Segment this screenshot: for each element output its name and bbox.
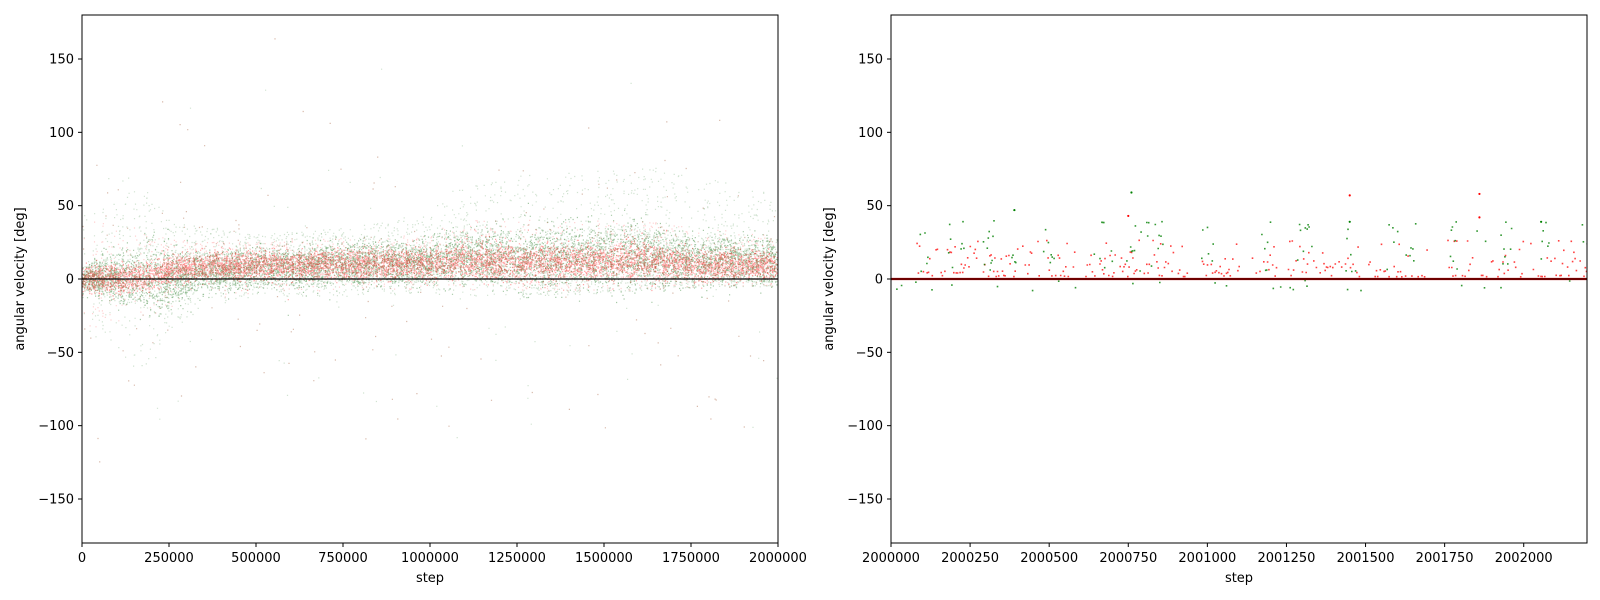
chart-0-y-tick-label-5: 100 bbox=[49, 126, 74, 141]
left-chart: 0 250000 500000 750000 1000000 1250000 1500000… bbox=[13, 14, 807, 586]
chart-0-x-tick-label-2: 500000 bbox=[231, 551, 281, 566]
chart-1-outlier-1-2 bbox=[1348, 220, 1351, 223]
chart-1-y-tick-label-2: −50 bbox=[856, 346, 883, 361]
chart-1-series-1 bbox=[916, 239, 1587, 278]
chart-1-series-1-points bbox=[916, 239, 1587, 278]
chart-1-y-tick-label-0: −150 bbox=[847, 493, 883, 508]
chart-1-x-tick-label-4: 2001000 bbox=[1178, 551, 1236, 566]
right-chart: 2000000 2000250 2000500 2000750 2001000 20012… bbox=[822, 14, 1588, 586]
chart-1-series-0 bbox=[896, 220, 1587, 292]
chart-0-series-0-core-points bbox=[82, 202, 778, 321]
chart-1-outlier-1-3 bbox=[1540, 220, 1543, 223]
chart-1-y-tick-label-3: 0 bbox=[875, 273, 883, 288]
chart-0-y-tick-label-0: −150 bbox=[38, 493, 74, 508]
chart-0-y-tick-label-2: −50 bbox=[47, 346, 74, 361]
chart-1-outlier-1-0 bbox=[1130, 191, 1133, 194]
chart-1-y-tick-label-5: 100 bbox=[858, 126, 883, 141]
chart-0-x-tick-label-7: 1750000 bbox=[662, 551, 720, 566]
chart-1-series-0-points bbox=[896, 220, 1587, 292]
chart-0-series-1 bbox=[82, 38, 778, 463]
chart-0-x-tick-label-0: 0 bbox=[78, 551, 86, 566]
chart-0-y-tick-label-6: 150 bbox=[49, 53, 74, 68]
chart-0-y-tick-label-4: 50 bbox=[57, 199, 74, 214]
chart-0-y-axis-label: angular velocity [deg] bbox=[13, 207, 28, 350]
chart-1-y-tick-label-6: 150 bbox=[858, 53, 883, 68]
chart-0-series-0 bbox=[82, 38, 778, 463]
chart-0-x-tick-label-1: 250000 bbox=[144, 551, 194, 566]
chart-1-marks bbox=[891, 191, 1587, 292]
chart-0-series-1-points bbox=[82, 38, 778, 463]
chart-1-y-axis-label: angular velocity [deg] bbox=[822, 207, 837, 350]
chart-1-y-tick-label-1: −100 bbox=[847, 419, 883, 434]
chart-1-x-tick-label-0: 2000000 bbox=[862, 551, 920, 566]
chart-1-outlier-0-1 bbox=[1478, 192, 1481, 196]
chart-1-x-axis-label: step bbox=[1225, 571, 1253, 586]
chart-1-x-tick-label-3: 2000750 bbox=[1099, 551, 1157, 566]
chart-0-x-tick-label-5: 1250000 bbox=[488, 551, 546, 566]
chart-0-x-axis-label: step bbox=[416, 571, 444, 586]
chart-0-x-tick-label-3: 750000 bbox=[318, 551, 368, 566]
chart-0-y-tick-label-1: −100 bbox=[38, 419, 74, 434]
chart-1-outlier-1-1 bbox=[1013, 208, 1016, 212]
chart-1-x-tick-label-5: 2001250 bbox=[1258, 551, 1316, 566]
chart-1-x-tick-label-8: 2002000 bbox=[1495, 551, 1553, 566]
chart-1-outlier-0-2 bbox=[1478, 216, 1481, 219]
chart-0-x-tick-label-4: 1000000 bbox=[401, 551, 459, 566]
chart-1-x-tick-label-2: 2000500 bbox=[1020, 551, 1078, 566]
chart-0-series-0-points bbox=[82, 38, 778, 463]
chart-1-x-tick-label-1: 2000250 bbox=[941, 551, 999, 566]
chart-1-x-tick-label-6: 2001500 bbox=[1337, 551, 1395, 566]
chart-1-y-tick-label-4: 50 bbox=[866, 199, 883, 214]
chart-0-y-tick-label-3: 0 bbox=[66, 273, 74, 288]
chart-0-series-1-core-points bbox=[82, 229, 778, 301]
chart-0-x-tick-label-6: 1500000 bbox=[575, 551, 633, 566]
chart-1-x-tick-label-7: 2001750 bbox=[1416, 551, 1474, 566]
chart-1-outlier-0-3 bbox=[1127, 214, 1130, 218]
chart-0-x-tick-label-8: 2000000 bbox=[749, 551, 807, 566]
chart-0-marks bbox=[82, 38, 778, 463]
chart-1-outlier-0-0 bbox=[1348, 194, 1351, 197]
